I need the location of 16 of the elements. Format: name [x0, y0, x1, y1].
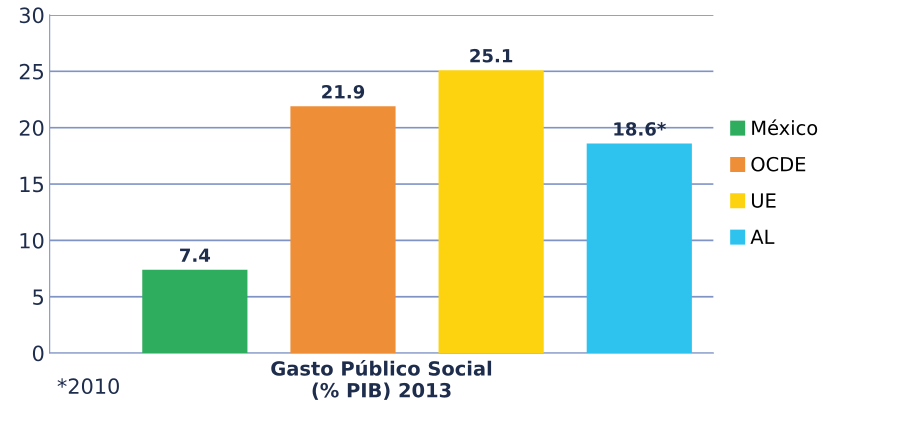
y-tick-label: 30	[20, 7, 44, 24]
data-label: 7.4	[180, 248, 210, 262]
data-label: 21.9	[322, 84, 364, 99]
y-tick-label: 20	[20, 120, 44, 136]
legend-label: AL	[750, 230, 774, 244]
data-label: 25.1	[470, 48, 512, 63]
y-tick-label: 0	[32, 346, 44, 362]
y-tick-label: 15	[20, 176, 43, 192]
y-tick-label: 5	[33, 289, 43, 305]
text: *2010	[58, 378, 119, 394]
y-tick-label: 25	[20, 64, 43, 80]
legend-label: OCDE	[751, 156, 806, 172]
x-axis-title: Gasto Público Social (% PIB) 2013	[271, 360, 492, 400]
legend-label: UE	[752, 193, 776, 208]
y-tick-label: 10	[20, 232, 44, 249]
legend-label: México	[752, 119, 818, 136]
